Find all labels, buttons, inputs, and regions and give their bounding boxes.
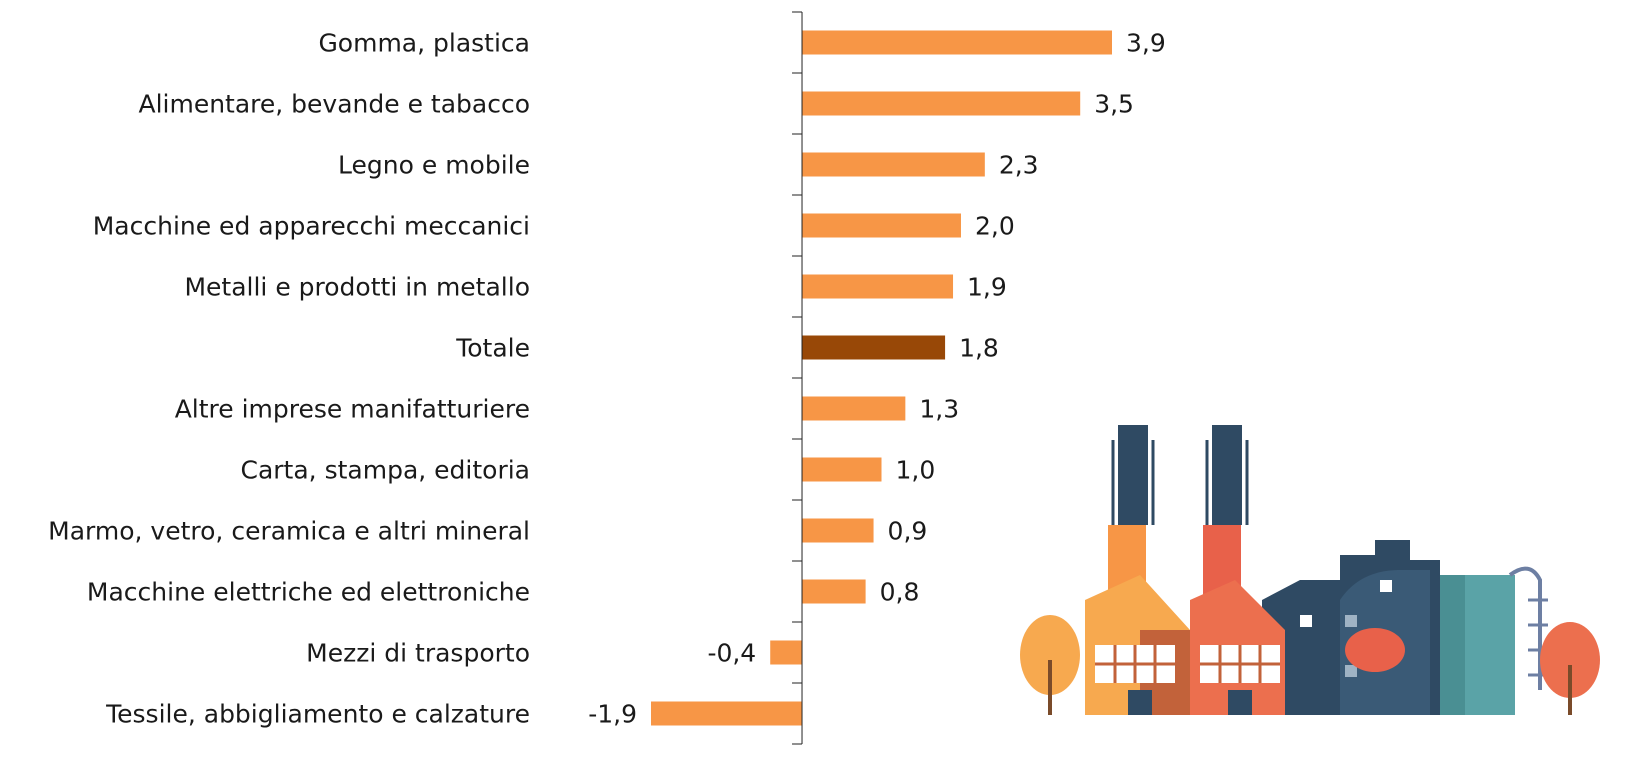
bar (802, 579, 866, 604)
category-label: Tessile, abbigliamento e calzature (105, 700, 530, 729)
category-label: Macchine ed apparecchi meccanici (93, 212, 530, 241)
value-label: 2,3 (999, 151, 1039, 180)
category-label: Metalli e prodotti in metallo (184, 273, 530, 302)
value-label: 1,9 (967, 273, 1007, 302)
value-label: 1,8 (959, 334, 999, 363)
category-label: Marmo, vetro, ceramica e altri mineral (48, 517, 530, 546)
value-label: 3,5 (1094, 90, 1134, 119)
category-label: Altre imprese manifatturiere (175, 395, 530, 424)
category-label: Gomma, plastica (318, 29, 530, 58)
value-label: 1,0 (896, 456, 936, 485)
bar (802, 213, 961, 238)
bar (802, 518, 874, 543)
bar (802, 274, 954, 299)
bar (802, 30, 1112, 55)
category-label: Mezzi di trasporto (306, 639, 530, 668)
category-label: Totale (455, 334, 530, 363)
bar (802, 152, 985, 177)
bar (802, 91, 1081, 116)
bar (802, 396, 906, 421)
value-label: -0,4 (707, 639, 756, 668)
bar (802, 457, 882, 482)
bar (770, 640, 803, 665)
factory-illustration (1020, 425, 1600, 715)
bar (802, 335, 946, 360)
value-label: 0,8 (880, 578, 920, 607)
category-label: Alimentare, bevande e tabacco (138, 90, 530, 119)
category-label: Carta, stampa, editoria (241, 456, 531, 485)
bar (651, 701, 803, 726)
value-label: 2,0 (975, 212, 1015, 241)
value-label: -1,9 (588, 700, 637, 729)
value-label: 0,9 (888, 517, 928, 546)
category-label: Legno e mobile (338, 151, 530, 180)
value-label: 1,3 (919, 395, 959, 424)
value-label: 3,9 (1126, 29, 1166, 58)
category-label: Macchine elettriche ed elettroniche (87, 578, 530, 607)
